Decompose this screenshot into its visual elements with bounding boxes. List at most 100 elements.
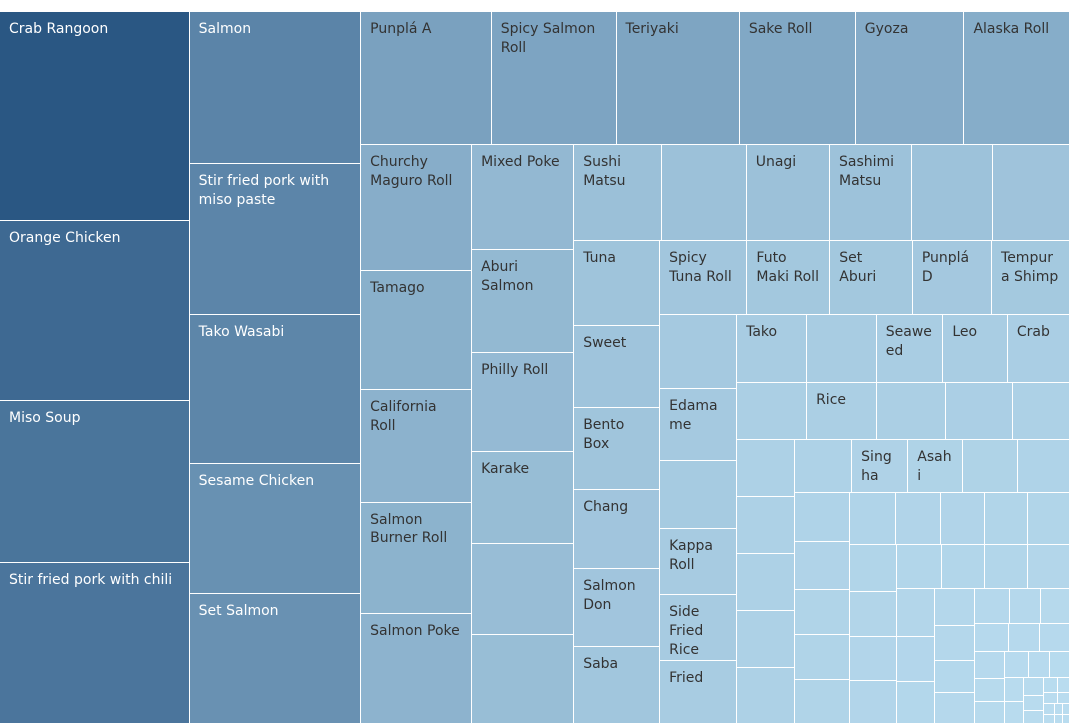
treemap-cell xyxy=(795,542,850,589)
cell-label: Tamago xyxy=(370,280,425,297)
treemap-cell xyxy=(1024,678,1043,695)
treemap-cell xyxy=(1043,678,1057,692)
treemap-cell: Set Aburi xyxy=(830,240,912,314)
cell-label: Sesame Chicken xyxy=(198,472,315,489)
cell-label: Salmon Poke xyxy=(370,622,460,639)
treemap-cell xyxy=(1005,652,1028,678)
treemap-cell xyxy=(975,652,1005,679)
cell-label: Salmon Burner Roll xyxy=(370,511,448,547)
cell-label: Sashimi Matsu xyxy=(838,154,895,190)
treemap-cell xyxy=(737,667,795,723)
cell-label: Punplá A xyxy=(370,21,432,37)
cell-label: Sake Roll xyxy=(748,21,813,37)
treemap-cell xyxy=(795,589,850,635)
treemap-cell: Philly Roll xyxy=(472,353,574,452)
cell-label: Spicy Tuna Roll xyxy=(669,249,732,285)
cell-label: Futo Maki Roll xyxy=(756,249,819,285)
cell-label: Sushi Matsu xyxy=(583,154,626,190)
treemap-cell xyxy=(1054,704,1062,715)
treemap-cell: Singha xyxy=(852,440,908,492)
treemap-cell xyxy=(941,492,984,545)
treemap-cell xyxy=(662,145,746,240)
cell-label: Leo xyxy=(952,323,978,340)
cell-label: Set Aburi xyxy=(839,249,877,285)
cell-label: Kappa Roll xyxy=(669,538,713,574)
treemap-cell: Salmon Don xyxy=(574,568,660,647)
treemap-cell: Stir fried pork with chili xyxy=(0,562,189,723)
treemap-cell xyxy=(795,679,850,723)
treemap-cell xyxy=(1005,702,1024,723)
treemap-cell xyxy=(1005,678,1024,702)
treemap-cell xyxy=(1057,692,1069,704)
cell-label: Salmon Don xyxy=(583,577,636,613)
treemap-cell: Sweet xyxy=(574,325,660,408)
treemap-cell: Unagi xyxy=(746,145,829,240)
treemap-cell xyxy=(934,660,975,692)
treemap-cell: Crab xyxy=(1007,314,1069,382)
treemap-cell xyxy=(1062,704,1069,715)
treemap-cell: Asahi xyxy=(908,440,963,492)
cell-label: Sweet xyxy=(583,334,627,351)
cell-label: Crab Rangoon xyxy=(9,21,109,37)
treemap-cell xyxy=(985,492,1027,545)
cell-label: Teriyaki xyxy=(625,21,679,37)
treemap-cell xyxy=(737,382,807,440)
cell-label: Orange Chicken xyxy=(9,229,121,246)
cell-label: Aburi Salmon xyxy=(481,258,534,294)
treemap-cell: Punplá A xyxy=(361,12,491,145)
treemap-cell xyxy=(795,492,850,542)
treemap-cell xyxy=(1017,440,1069,492)
treemap-cell: Karake xyxy=(472,452,574,544)
treemap-cell xyxy=(934,626,975,660)
treemap-cell: Aburi Salmon xyxy=(472,249,574,353)
treemap-cell: Kappa Roll xyxy=(660,529,737,595)
cell-label: Miso Soup xyxy=(9,409,81,426)
cell-label: Karake xyxy=(481,461,530,478)
treemap-cell xyxy=(472,634,574,723)
treemap-cell: Edamame xyxy=(660,388,737,461)
treemap-cell xyxy=(660,461,737,529)
treemap-cell xyxy=(934,588,975,626)
treemap-cell xyxy=(737,440,795,497)
treemap-cell: Salmon Poke xyxy=(361,613,472,723)
treemap-cell: Tamago xyxy=(361,271,472,390)
treemap-cell xyxy=(1041,588,1069,623)
treemap-cell: Mixed Poke xyxy=(472,145,574,249)
treemap-cell xyxy=(850,492,896,545)
treemap-cell: Salmon Burner Roll xyxy=(361,502,472,613)
cell-label: Singha xyxy=(861,449,892,485)
cell-label: Crab xyxy=(1016,323,1050,340)
treemap-cell xyxy=(1009,588,1041,623)
treemap-cell xyxy=(963,440,1017,492)
treemap-cell xyxy=(896,492,941,545)
treemap-cell xyxy=(992,145,1069,240)
treemap-cell xyxy=(1012,382,1069,440)
cell-label: Alaska Roll xyxy=(973,21,1050,37)
treemap-cell: Gyoza xyxy=(855,12,964,145)
treemap-cell xyxy=(807,314,876,382)
treemap-cell: Sushi Matsu xyxy=(574,145,662,240)
treemap-cell xyxy=(795,635,850,679)
treemap-cell: Saba xyxy=(574,647,660,723)
treemap-cell: Tuna xyxy=(574,240,660,325)
treemap-cell: Tempura Shimp xyxy=(992,240,1069,314)
treemap-cell: Sake Roll xyxy=(739,12,855,145)
treemap-cell xyxy=(850,636,896,680)
cell-label: Tako Wasabi xyxy=(198,323,285,340)
treemap-cell xyxy=(1008,623,1040,652)
cell-label: Stir fried pork with miso paste xyxy=(198,173,330,209)
treemap-cell: Stir fried pork with miso paste xyxy=(189,164,361,314)
treemap-cell xyxy=(737,611,795,667)
cell-label: Unagi xyxy=(755,154,797,171)
treemap-cell: Fried xyxy=(660,661,737,723)
cell-label: Seaweed xyxy=(885,323,932,359)
treemap-cell xyxy=(850,545,896,591)
cell-label: Fried xyxy=(669,670,704,687)
treemap-cell xyxy=(660,314,737,388)
treemap-cell: Spicy Salmon Roll xyxy=(491,12,616,145)
cell-label: Churchy Maguro Roll xyxy=(370,154,453,190)
treemap-cell xyxy=(1043,714,1054,723)
treemap-cell: Miso Soup xyxy=(0,400,189,562)
treemap-cell xyxy=(472,544,574,634)
